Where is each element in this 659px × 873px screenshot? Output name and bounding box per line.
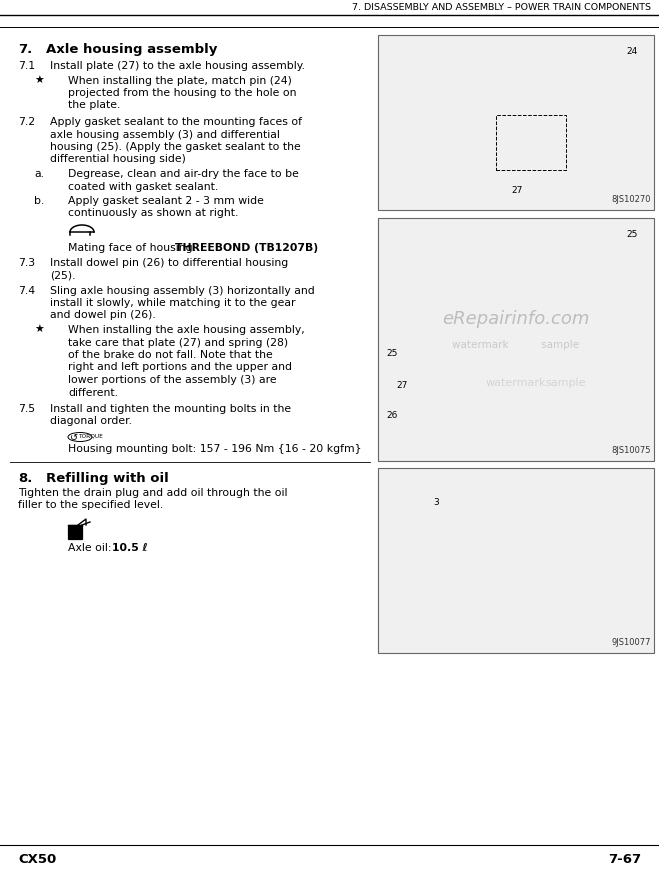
Text: of the brake do not fall. Note that the: of the brake do not fall. Note that the — [68, 350, 273, 360]
Text: Mating face of housing:: Mating face of housing: — [68, 243, 200, 253]
Text: 7.5: 7.5 — [18, 404, 35, 414]
Text: 7.2: 7.2 — [18, 117, 35, 127]
Text: 27: 27 — [396, 381, 407, 390]
Text: b.: b. — [34, 196, 44, 206]
Text: take care that plate (27) and spring (28): take care that plate (27) and spring (28… — [68, 338, 288, 347]
Text: ★: ★ — [34, 325, 43, 335]
Text: filler to the specified level.: filler to the specified level. — [18, 500, 163, 511]
Text: different.: different. — [68, 388, 118, 397]
Text: Apply gasket sealant to the mounting faces of: Apply gasket sealant to the mounting fac… — [50, 117, 302, 127]
Text: the plate.: the plate. — [68, 100, 121, 111]
Text: eRepairinfo.com: eRepairinfo.com — [442, 311, 590, 328]
Bar — [378, 468, 654, 653]
Text: Housing mounting bolt: 157 - 196 Nm {16 - 20 kgfm}: Housing mounting bolt: 157 - 196 Nm {16 … — [68, 444, 362, 454]
Text: Install dowel pin (26) to differential housing: Install dowel pin (26) to differential h… — [50, 258, 288, 269]
Text: 3: 3 — [433, 498, 439, 507]
Text: and dowel pin (26).: and dowel pin (26). — [50, 311, 156, 320]
Bar — [496, 115, 566, 170]
Text: 27: 27 — [511, 186, 523, 195]
Text: watermark          sample: watermark sample — [453, 340, 579, 349]
Text: 7. DISASSEMBLY AND ASSEMBLY – POWER TRAIN COMPONENTS: 7. DISASSEMBLY AND ASSEMBLY – POWER TRAI… — [352, 3, 651, 12]
Text: 7.1: 7.1 — [18, 61, 35, 71]
Text: Axle oil:: Axle oil: — [68, 543, 115, 553]
Text: housing (25). (Apply the gasket sealant to the: housing (25). (Apply the gasket sealant … — [50, 142, 301, 152]
Bar — [378, 218, 654, 461]
Text: Tighten the drain plug and add oil through the oil: Tighten the drain plug and add oil throu… — [18, 488, 287, 498]
Text: CX50: CX50 — [18, 853, 56, 866]
Text: 8JS10075: 8JS10075 — [612, 446, 651, 455]
Text: 25: 25 — [386, 349, 397, 359]
Ellipse shape — [68, 432, 92, 442]
Text: 24: 24 — [626, 47, 637, 56]
Text: differential housing side): differential housing side) — [50, 155, 186, 164]
Text: Sling axle housing assembly (3) horizontally and: Sling axle housing assembly (3) horizont… — [50, 285, 315, 295]
Text: ↺: ↺ — [70, 433, 78, 443]
Text: Install plate (27) to the axle housing assembly.: Install plate (27) to the axle housing a… — [50, 61, 305, 71]
Text: THREEBOND (TB1207B): THREEBOND (TB1207B) — [175, 243, 318, 253]
Text: diagonal order.: diagonal order. — [50, 416, 132, 427]
Text: Apply gasket sealant 2 - 3 mm wide: Apply gasket sealant 2 - 3 mm wide — [68, 196, 264, 206]
Text: When installing the axle housing assembly,: When installing the axle housing assembl… — [68, 325, 304, 335]
Text: When installing the plate, match pin (24): When installing the plate, match pin (24… — [68, 75, 292, 86]
Text: 25: 25 — [626, 230, 637, 239]
Text: 7.4: 7.4 — [18, 285, 35, 295]
Text: 7-67: 7-67 — [608, 853, 641, 866]
Text: Install and tighten the mounting bolts in the: Install and tighten the mounting bolts i… — [50, 404, 291, 414]
Text: coated with gasket sealant.: coated with gasket sealant. — [68, 182, 218, 191]
Text: 7.3: 7.3 — [18, 258, 35, 269]
Text: Axle housing assembly: Axle housing assembly — [46, 43, 217, 56]
Text: Degrease, clean and air-dry the face to be: Degrease, clean and air-dry the face to … — [68, 169, 299, 179]
Text: projected from the housing to the hole on: projected from the housing to the hole o… — [68, 88, 297, 98]
Text: sample: sample — [546, 378, 587, 388]
Text: a.: a. — [34, 169, 44, 179]
Text: continuously as shown at right.: continuously as shown at right. — [68, 209, 239, 218]
Text: 8.: 8. — [18, 472, 32, 485]
Text: axle housing assembly (3) and differential: axle housing assembly (3) and differenti… — [50, 129, 280, 140]
Bar — [68, 525, 82, 539]
Text: right and left portions and the upper and: right and left portions and the upper an… — [68, 362, 292, 373]
Text: TORQUE: TORQUE — [78, 434, 103, 439]
Text: 8JS10270: 8JS10270 — [612, 195, 651, 204]
Text: lower portions of the assembly (3) are: lower portions of the assembly (3) are — [68, 375, 277, 385]
Text: 7.: 7. — [18, 43, 32, 56]
Text: ★: ★ — [34, 75, 43, 86]
Text: watermark: watermark — [486, 378, 546, 388]
Text: 26: 26 — [386, 411, 397, 420]
Text: (25).: (25). — [50, 271, 76, 281]
Bar — [378, 35, 654, 210]
Text: 9JS10077: 9JS10077 — [612, 638, 651, 647]
Text: Refilling with oil: Refilling with oil — [46, 472, 169, 485]
Text: 10.5 ℓ: 10.5 ℓ — [112, 543, 148, 553]
Text: install it slowly, while matching it to the gear: install it slowly, while matching it to … — [50, 298, 295, 308]
